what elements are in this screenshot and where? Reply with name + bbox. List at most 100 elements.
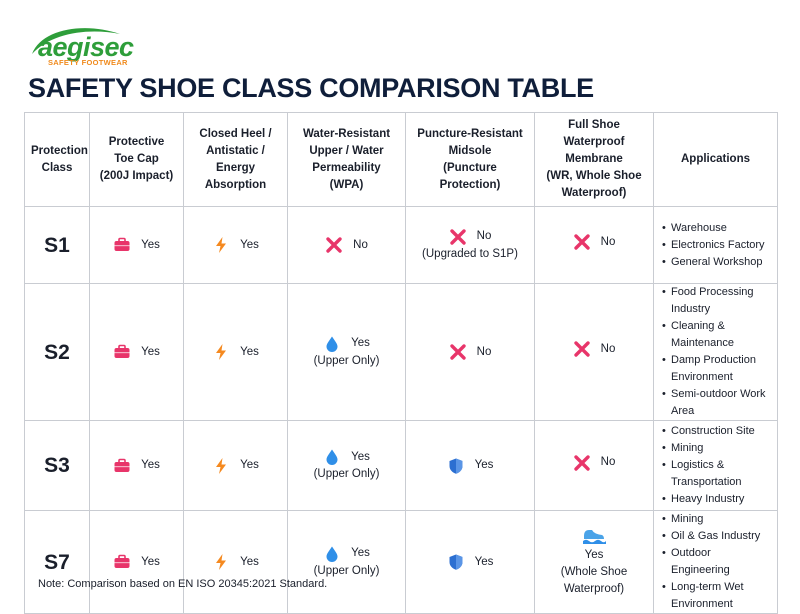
toe-value: Yes [141,555,160,568]
heel-value: Yes [240,459,259,471]
list-item: Electronics Factory [662,237,771,254]
applications-list: MiningOil & Gas IndustryOutdoor Engineer… [662,511,771,613]
cell-water: Yes (Upper Only) [287,283,406,421]
water-note: (Upper Only) [313,564,380,577]
water-value: Yes [351,547,370,559]
toe-cap-icon [113,457,131,475]
list-item: Mining [662,511,771,528]
list-item: Outdoor Engineering [662,545,771,579]
cell-heel: Yes [183,420,288,511]
puncture-note: (Upgraded to S1P) [422,247,518,260]
water-value: Yes [351,337,370,349]
water-note: (Upper Only) [313,354,380,367]
protection-class: S7 [24,510,90,614]
water-drop-icon [323,335,341,353]
cross-icon [573,340,591,358]
brand-name: aegisec [38,32,134,62]
list-item: Environment [671,598,733,610]
membrane-line: (Whole Shoe [560,566,628,578]
header-water-resistant: Water-Resistant Upper / Water Permeability… [287,112,406,207]
list-item: Logistics & Transportation [662,457,771,491]
comparison-table: Protection Class Protective Toe Cap (200J I… [24,112,778,614]
puncture-value: Yes [474,459,494,471]
cell-applications: Food Processing IndustryCleaning & Maint… [653,283,778,421]
cell-heel: Yes [183,510,288,614]
applications-list: WarehouseElectronics FactoryGeneral Work… [662,220,771,271]
table-row: S7 Yes Yes Yes (Upper Only) Yes Yes (Whole Shoe… [24,510,778,614]
lightning-icon [212,343,230,361]
header-applications: Applications [653,112,778,207]
cell-puncture: No [405,283,535,421]
cross-icon [573,454,591,472]
cell-membrane: No [534,206,654,284]
water-value: Yes [351,450,370,463]
cell-membrane: Yes (Whole Shoe Waterproof) [534,510,654,614]
list-item: Semi-outdoor Work Area [662,386,771,420]
list-item: Heavy Industry [662,491,771,508]
water-drop-icon [323,545,341,563]
water-note: (Upper Only) [313,468,380,480]
header-puncture-resistant: Puncture-Resistant Midsole (Puncture Prote… [405,112,535,207]
list-item: Long-term Wet [662,579,771,596]
header-closed-heel: Closed Heel / Antistatic / Energy Absorpti… [183,112,288,207]
table-row: S1 Yes Yes No No (Upgraded to S1P) No Warehouse… [24,206,778,284]
lightning-icon [212,553,230,571]
puncture-value: Yes [474,555,494,568]
toe-cap-icon [113,343,131,361]
header-waterproof-membrane: Full Shoe Waterproof Membrane (WR, Whole S… [534,112,654,207]
brand-logo: aegisec SAFETY FOOTWEAR [28,24,138,67]
cross-icon [449,343,467,361]
membrane-value: No [600,456,616,468]
list-item: General Workshop [662,254,771,271]
cell-membrane: No [534,420,654,511]
membrane-value: No [600,342,616,355]
list-item: Warehouse [662,220,771,237]
cell-toe: Yes [89,206,184,284]
cell-toe: Yes [89,510,184,614]
toe-value: Yes [141,238,160,251]
logo-swoosh-icon [32,28,120,54]
cell-applications: MiningOil & Gas IndustryOutdoor Engineer… [653,510,778,614]
cell-membrane: No [534,283,654,421]
membrane-line: Yes [584,549,604,561]
table-row: S3 Yes Yes Yes (Upper Only) Yes No Construction… [24,420,778,511]
cross-icon [449,228,467,246]
applications-list: Construction SiteMiningLogistics & Trans… [662,423,771,508]
cell-applications: Construction SiteMiningLogistics & Trans… [653,420,778,511]
cross-icon [325,236,343,254]
cross-icon [573,233,591,251]
puncture-value: No [476,345,492,358]
cell-water: Yes (Upper Only) [287,420,406,511]
list-item: Environment [671,371,733,383]
brand-tagline: SAFETY FOOTWEAR [48,58,128,67]
lightning-icon [212,457,230,475]
toe-value: Yes [141,459,160,471]
water-drop-icon [323,448,341,466]
protection-class: S1 [24,206,90,284]
membrane-value: No [600,235,616,248]
heel-value: Yes [240,555,259,568]
protection-class: S2 [24,283,90,421]
cell-toe: Yes [89,420,184,511]
cell-puncture: Yes [405,510,535,614]
shield-icon [447,457,465,475]
shield-icon [447,553,465,571]
list-item: Construction Site [662,423,771,440]
footnote: Note: Comparison based on EN ISO 20345:2… [38,578,328,590]
cell-water: Yes (Upper Only) [287,510,406,614]
list-item: Cleaning & Maintenance [662,318,771,352]
table-row: S2 Yes Yes Yes (Upper Only) No No Food Processi… [24,283,778,421]
cell-applications: WarehouseElectronics FactoryGeneral Work… [653,206,778,284]
toe-cap-icon [113,236,131,254]
membrane-line: Waterproof) [563,583,625,595]
list-item: Food Processing Industry [662,284,771,318]
protection-class: S3 [24,420,90,511]
list-item: Oil & Gas Industry [662,528,771,545]
heel-value: Yes [240,345,259,358]
header-protection-class: Protection Class [24,112,90,207]
page-title: SAFETY SHOE CLASS COMPARISON TABLE [28,73,594,103]
lightning-icon [212,236,230,254]
table-header-row: Protection Class Protective Toe Cap (200J I… [24,112,778,207]
list-item: Damp Production [662,352,771,369]
toe-value: Yes [141,345,160,358]
